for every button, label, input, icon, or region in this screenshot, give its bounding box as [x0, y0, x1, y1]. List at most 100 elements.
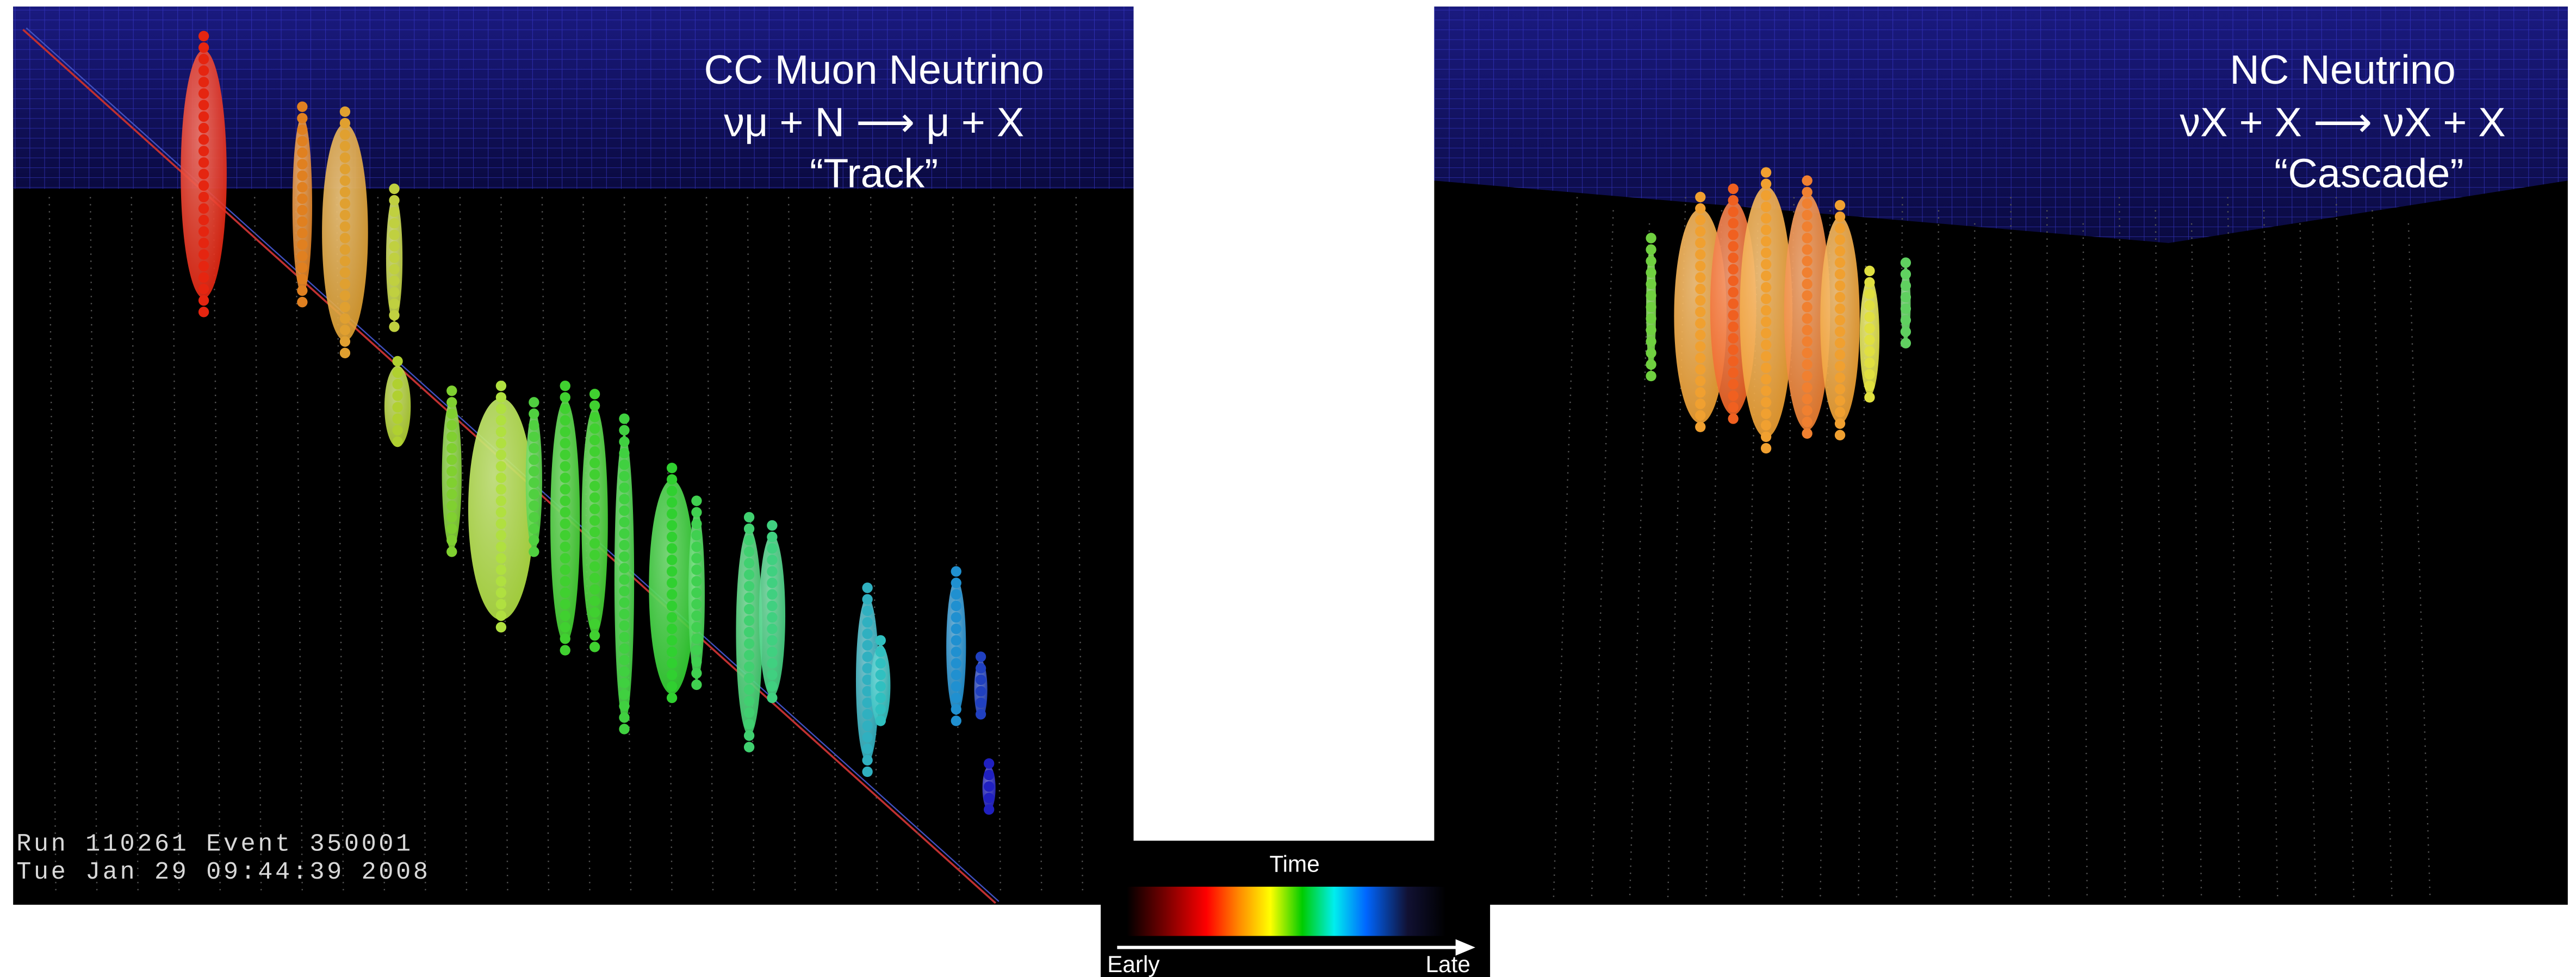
- hit: [1802, 290, 1812, 301]
- hit: [496, 427, 506, 437]
- hit: [984, 804, 994, 814]
- hit: [1695, 284, 1705, 294]
- hit: [667, 635, 677, 645]
- hit: [1728, 241, 1739, 251]
- hit: [496, 495, 506, 506]
- hit: [589, 572, 600, 583]
- hit: [862, 617, 872, 627]
- hit: [619, 563, 629, 573]
- hit: [767, 577, 777, 588]
- hit: [198, 88, 209, 98]
- hit: [767, 589, 777, 600]
- hit: [744, 742, 754, 752]
- hit: [744, 730, 754, 740]
- hit: [340, 256, 350, 266]
- hit: [1728, 368, 1739, 378]
- hit: [667, 624, 677, 634]
- hit: [529, 432, 539, 442]
- hit: [667, 693, 677, 703]
- hit: [560, 553, 570, 563]
- hit: [392, 413, 402, 424]
- hit: [529, 397, 539, 407]
- event-label: “Track”: [810, 151, 938, 196]
- hit: [198, 307, 209, 317]
- hit: [1728, 276, 1739, 286]
- hit: [1695, 295, 1705, 306]
- hit: [297, 113, 307, 123]
- hit: [619, 482, 629, 493]
- hit: [767, 520, 777, 531]
- hit: [560, 611, 570, 621]
- hit: [560, 450, 570, 460]
- hit: [1646, 244, 1656, 254]
- hit: [1835, 303, 1845, 314]
- hit: [1728, 229, 1739, 240]
- hit: [1761, 340, 1771, 350]
- hit: [1761, 351, 1771, 362]
- hit: [529, 420, 539, 431]
- reaction: νμ + N ⟶ μ + X: [724, 100, 1024, 146]
- hit: [862, 767, 872, 777]
- hit: [1695, 272, 1705, 283]
- hit: [560, 381, 570, 391]
- hit: [951, 635, 961, 645]
- hit: [560, 622, 570, 632]
- hit: [1835, 372, 1845, 383]
- hit: [619, 448, 629, 458]
- hit: [589, 400, 600, 410]
- hit: [667, 612, 677, 623]
- hit: [297, 228, 307, 238]
- hit: [667, 601, 677, 611]
- late-label: Late: [1426, 951, 1470, 977]
- hit: [529, 443, 539, 453]
- hit: [1728, 184, 1739, 194]
- hit: [1864, 346, 1874, 357]
- hit: [691, 576, 702, 586]
- hit: [1864, 266, 1874, 276]
- timestamp: Tue Jan 29 09:44:39 2008: [16, 858, 430, 886]
- hit: [560, 588, 570, 598]
- hit: [560, 633, 570, 644]
- hit: [198, 65, 209, 76]
- hit: [496, 553, 506, 563]
- hit: [1646, 348, 1656, 358]
- hit: [496, 507, 506, 518]
- hit: [984, 793, 994, 803]
- hit: [529, 546, 539, 557]
- hit: [446, 546, 457, 557]
- hit: [297, 251, 307, 261]
- hit: [589, 389, 600, 399]
- hit: [589, 424, 600, 434]
- hit: [1864, 300, 1874, 310]
- hit: [560, 507, 570, 518]
- hit: [1646, 256, 1656, 266]
- hit: [589, 504, 600, 514]
- hit: [392, 356, 402, 366]
- hit: [1835, 269, 1845, 279]
- hit: [1864, 289, 1874, 299]
- hit: [589, 561, 600, 571]
- hit: [691, 588, 702, 598]
- hit: [862, 698, 872, 708]
- hit: [1802, 187, 1812, 197]
- hit: [297, 216, 307, 227]
- hit: [767, 555, 777, 565]
- hit: [198, 123, 209, 133]
- hit: [389, 298, 399, 309]
- hit: [198, 261, 209, 271]
- hit: [560, 530, 570, 540]
- hit: [767, 646, 777, 657]
- hit: [340, 118, 350, 128]
- hit: [744, 569, 754, 580]
- hit: [297, 274, 307, 284]
- hit: [1761, 385, 1771, 396]
- hit: [1761, 328, 1771, 338]
- hit: [560, 403, 570, 414]
- hit: [1761, 167, 1771, 177]
- hit: [589, 412, 600, 422]
- hit: [1728, 298, 1739, 309]
- hit: [744, 707, 754, 718]
- hit: [976, 675, 986, 685]
- hit: [876, 681, 886, 692]
- hit: [1864, 369, 1874, 379]
